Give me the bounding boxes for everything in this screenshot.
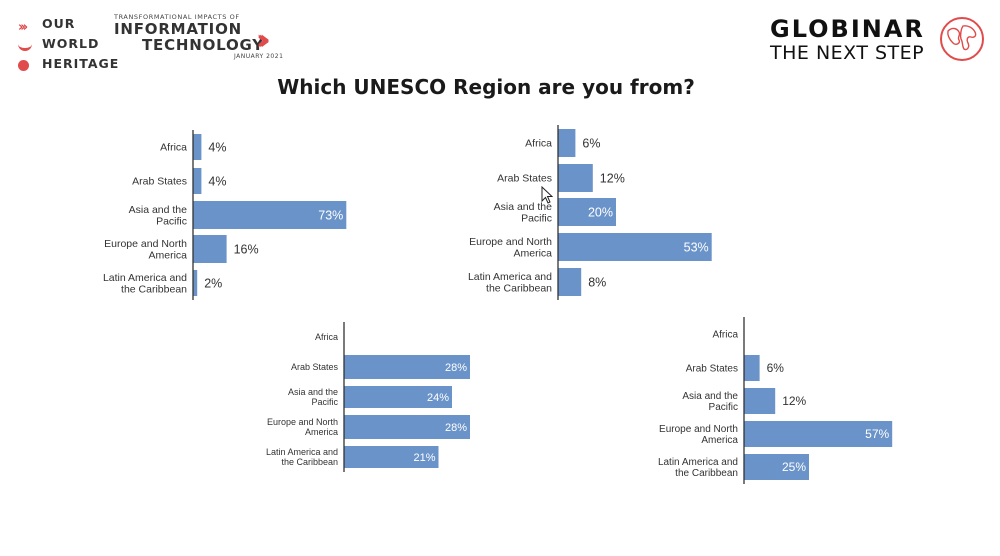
- bar: [558, 164, 593, 192]
- our-world-heritage-logo: ››› OUR WORLD HERITAGE: [18, 13, 119, 73]
- globe-icon: [940, 17, 984, 61]
- bar: [744, 355, 760, 381]
- logo-word-2: WORLD: [42, 35, 100, 51]
- event-kicker: TRANSFORMATIONAL IMPACTS OF: [114, 13, 240, 21]
- category-label: Latin America and the Caribbean: [266, 447, 338, 467]
- bar: [193, 134, 202, 160]
- bar: [558, 129, 576, 157]
- chevron-mark-icon: ›››: [18, 20, 28, 35]
- bar-value-label: 12%: [600, 171, 625, 185]
- bar: [193, 168, 202, 194]
- category-label: Africa: [525, 138, 552, 150]
- bar-value-label: 53%: [684, 240, 709, 254]
- bar-value-label: 73%: [318, 208, 343, 222]
- bar-value-label: 4%: [208, 174, 226, 188]
- globinar-title: GLOBINAR: [770, 15, 925, 43]
- bar-value-label: 2%: [204, 276, 222, 290]
- category-label: Europe and North America: [104, 238, 187, 261]
- category-label: Latin America and the Caribbean: [468, 271, 552, 295]
- event-logo: TRANSFORMATIONAL IMPACTS OF INFORMATION …: [114, 13, 289, 60]
- category-label: Latin America and the Caribbean: [103, 272, 187, 296]
- bar-value-label: 8%: [588, 275, 606, 289]
- category-label: Africa: [712, 330, 738, 341]
- category-label: Europe and North America: [469, 236, 552, 259]
- category-label: Europe and North America: [659, 424, 738, 446]
- bar-value-label: 20%: [588, 205, 613, 219]
- bar-value-label: 24%: [427, 392, 449, 404]
- bar: [193, 235, 227, 263]
- bar: [344, 386, 452, 408]
- category-label: Asia and the Pacific: [288, 387, 339, 407]
- mouse-pointer-icon: [541, 186, 554, 204]
- bar: [558, 268, 582, 296]
- bar: [558, 198, 616, 226]
- category-label: Latin America and the Caribbean: [658, 457, 738, 479]
- bar-chart-2: Africa 6% Arab States 12% Asia and the Pacifi…: [460, 125, 760, 303]
- bar-value-label: 4%: [208, 140, 226, 154]
- bar-value-label: 28%: [445, 362, 467, 374]
- category-label: Asia and the Pacific: [682, 391, 738, 413]
- bar-chart-4: Africa Arab States 6% Asia and the Pacific 12…: [650, 317, 940, 485]
- page-title: Which UNESCO Region are you from?: [277, 75, 695, 99]
- category-label: Asia and the Pacific: [494, 201, 553, 225]
- bar: [744, 421, 893, 447]
- category-label: Arab States: [291, 362, 339, 372]
- bar-value-label: 21%: [413, 452, 435, 464]
- category-label: Africa: [315, 332, 338, 342]
- bar-value-label: 16%: [234, 242, 259, 256]
- bar: [344, 355, 470, 379]
- logo-word-1: OUR: [42, 15, 76, 31]
- bar-value-label: 25%: [782, 460, 806, 474]
- event-line-2: TECHNOLOGY: [142, 36, 264, 54]
- bar-value-label: 6%: [767, 361, 785, 375]
- bar: [344, 446, 439, 468]
- bar-chart-3: Africa Arab States 28% Asia and the Pacific 2…: [255, 322, 515, 477]
- globinar-logo: GLOBINAR THE NEXT STEP: [770, 16, 925, 64]
- event-line-1: INFORMATION: [114, 20, 242, 38]
- bar-value-label: 57%: [865, 427, 889, 441]
- bar-value-label: 28%: [445, 422, 467, 434]
- category-label: Europe and North America: [267, 417, 338, 437]
- arrows-icon: ›››: [256, 23, 270, 56]
- dot-mark-icon: [18, 56, 36, 71]
- category-label: Arab States: [497, 173, 552, 185]
- bar: [193, 270, 198, 296]
- category-label: Africa: [160, 142, 187, 154]
- event-date: JANUARY 2021: [234, 53, 284, 60]
- bar: [558, 233, 712, 261]
- bar: [744, 388, 776, 414]
- swoosh-mark-icon: [18, 36, 36, 51]
- category-label: Arab States: [686, 364, 738, 375]
- bar-chart-1: Africa 4% Arab States 4% Asia and the Pacific…: [100, 128, 400, 300]
- globinar-subtitle: THE NEXT STEP: [770, 42, 925, 64]
- bar-value-label: 12%: [782, 394, 806, 408]
- logo-word-3: HERITAGE: [42, 55, 120, 71]
- category-label: Asia and the Pacific: [129, 204, 188, 228]
- bar: [344, 415, 470, 439]
- bar: [744, 454, 809, 480]
- category-label: Arab States: [132, 176, 187, 188]
- bar-value-label: 6%: [582, 136, 600, 150]
- bar: [193, 201, 347, 229]
